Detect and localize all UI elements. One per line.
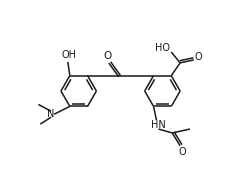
Text: OH: OH: [61, 50, 76, 60]
Text: HO: HO: [155, 43, 170, 53]
Text: HN: HN: [151, 120, 166, 130]
Text: O: O: [104, 51, 112, 61]
Text: O: O: [178, 147, 186, 157]
Text: O: O: [194, 52, 202, 62]
Text: N: N: [47, 109, 55, 119]
